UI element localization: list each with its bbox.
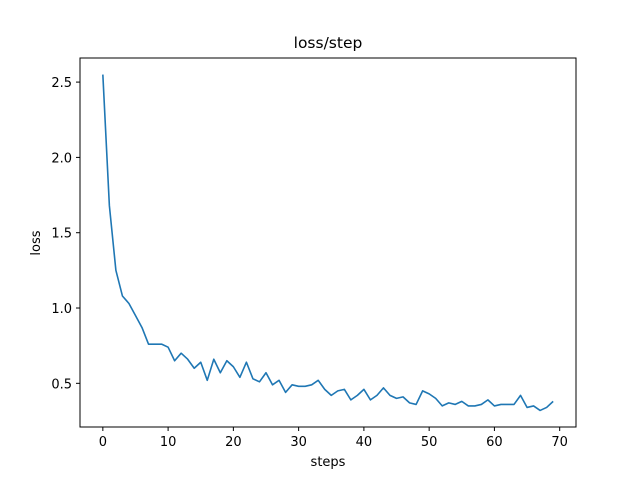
series-line-group xyxy=(102,74,554,412)
loss-series-line xyxy=(102,74,554,412)
chart-title: loss/step xyxy=(294,34,363,52)
x-axis: 0 10 20 30 40 50 60 70 xyxy=(99,427,568,450)
y-tick-label: 1.0 xyxy=(51,302,72,317)
x-tick-label: 50 xyxy=(421,435,438,450)
x-axis-label: steps xyxy=(311,455,346,470)
x-tick-label: 30 xyxy=(290,435,307,450)
plot-frame xyxy=(79,57,577,428)
y-tick-label: 2.5 xyxy=(51,76,72,91)
y-tick-label: 2.0 xyxy=(51,151,72,166)
y-axis-label: loss xyxy=(29,230,44,255)
x-tick-label: 60 xyxy=(486,435,503,450)
y-tick-label: 1.5 xyxy=(51,227,72,242)
x-tick-label: 0 xyxy=(99,435,107,450)
x-tick-label: 20 xyxy=(225,435,242,450)
x-tick-label: 40 xyxy=(356,435,373,450)
x-tick-label: 70 xyxy=(551,435,568,450)
y-axis: 0.5 1.0 1.5 2.0 2.5 xyxy=(51,76,80,392)
y-tick-label: 0.5 xyxy=(51,377,72,392)
x-tick-label: 10 xyxy=(160,435,177,450)
